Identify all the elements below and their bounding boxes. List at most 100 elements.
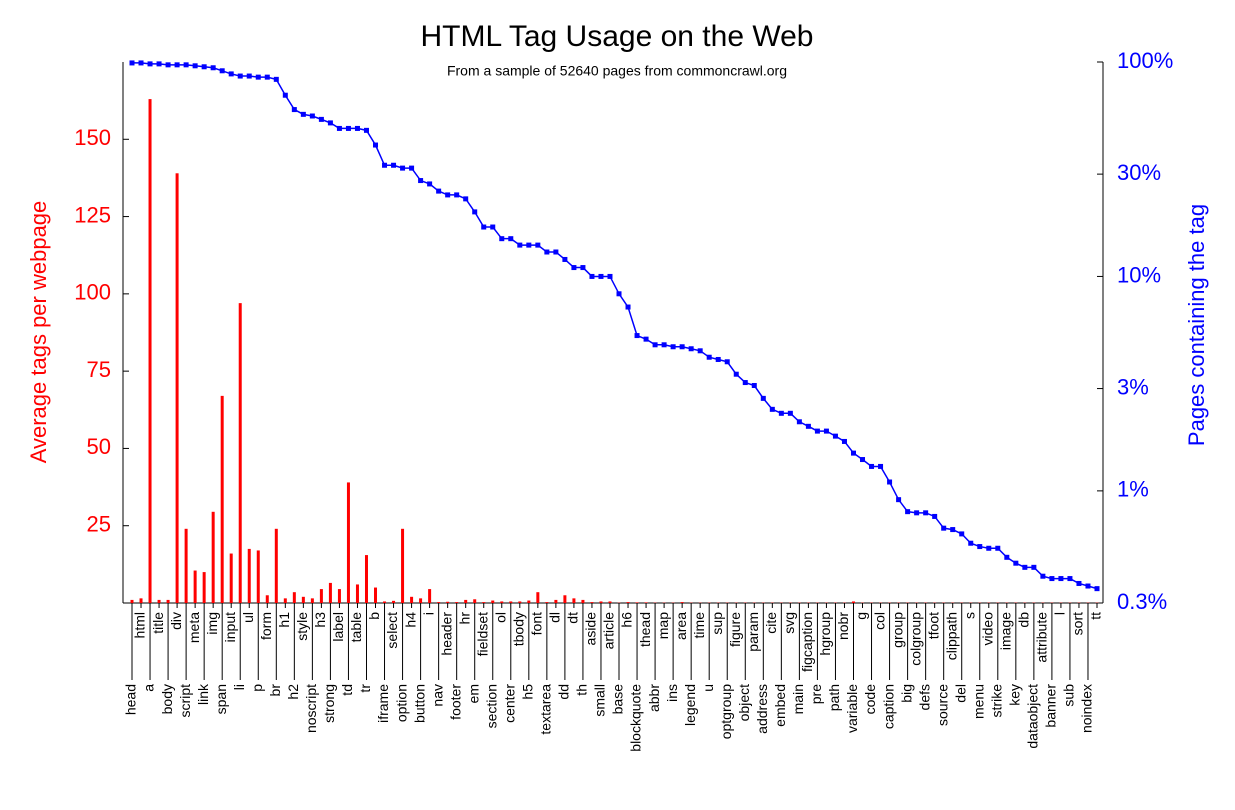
- x-tick-label: font: [529, 612, 545, 635]
- bar: [500, 601, 503, 603]
- line-marker: [1031, 565, 1036, 570]
- y-tick-label: 75: [87, 357, 111, 382]
- bar: [419, 598, 422, 603]
- bar: [636, 602, 639, 603]
- bar: [518, 601, 521, 603]
- x-tick-label: nobr: [835, 612, 851, 640]
- line-marker: [517, 243, 522, 248]
- x-tick-label: pre: [808, 684, 824, 704]
- line-marker: [562, 257, 567, 262]
- bar: [374, 588, 377, 603]
- line-marker: [598, 274, 603, 279]
- line-marker: [139, 60, 144, 65]
- x-tick-label: center: [501, 684, 517, 723]
- x-tick-label: hr: [456, 612, 472, 625]
- bar: [320, 589, 323, 603]
- x-tick-label: div: [168, 612, 184, 630]
- x-tick-label: head: [123, 684, 139, 715]
- x-tick-label: a: [141, 684, 157, 692]
- chart-title: HTML Tag Usage on the Web: [421, 20, 814, 53]
- x-tick-label: blockquote: [628, 684, 644, 752]
- x-tick-label: time: [691, 612, 707, 639]
- line-marker: [824, 429, 829, 434]
- line-marker: [463, 196, 468, 201]
- line-marker: [851, 451, 856, 456]
- x-tick-label: link: [195, 683, 211, 705]
- line-marker: [283, 93, 288, 98]
- line-marker: [698, 348, 703, 353]
- line-marker: [635, 333, 640, 338]
- x-tick-label: img: [204, 612, 220, 635]
- bar: [563, 595, 566, 603]
- x-tick-label: h3: [312, 612, 328, 628]
- bar: [491, 601, 494, 603]
- line-marker: [472, 209, 477, 214]
- x-tick-label: dt: [565, 612, 581, 624]
- line-marker: [815, 429, 820, 434]
- y-tick-label: 25: [87, 512, 111, 537]
- line-marker: [905, 509, 910, 514]
- line-marker: [842, 439, 847, 444]
- x-tick-label: footer: [447, 684, 463, 720]
- x-tick-label: li: [231, 684, 247, 690]
- line-marker: [725, 359, 730, 364]
- bar: [176, 173, 179, 603]
- line-marker: [869, 464, 874, 469]
- x-tick-label: th: [574, 684, 590, 696]
- y2-tick-label: 30%: [1117, 160, 1161, 185]
- line-marker: [436, 189, 441, 194]
- x-tick-label: h4: [402, 612, 418, 628]
- line-marker: [986, 546, 991, 551]
- line-marker: [1022, 565, 1027, 570]
- x-tick-label: optgroup: [718, 684, 734, 739]
- line: [132, 63, 1097, 589]
- x-tick-label: figcaption: [799, 612, 815, 672]
- line-marker: [1095, 586, 1100, 591]
- line-marker: [995, 546, 1000, 551]
- line-marker: [878, 464, 883, 469]
- line-marker: [148, 61, 153, 66]
- x-tick-label: object: [736, 684, 752, 721]
- line-marker: [968, 541, 973, 546]
- line-marker: [626, 305, 631, 310]
- bar: [536, 592, 539, 603]
- bar: [446, 602, 449, 603]
- line-marker: [896, 497, 901, 502]
- bar: [275, 529, 278, 603]
- line-marker: [617, 291, 622, 296]
- x-tick-label: article: [601, 612, 617, 650]
- x-tick-label: key: [1007, 684, 1023, 706]
- line-marker: [292, 107, 297, 112]
- x-tick-label: em: [465, 684, 481, 703]
- x-tick-label: section: [483, 684, 499, 728]
- x-tick-label: video: [979, 612, 995, 646]
- x-tick-label: clippath: [943, 612, 959, 660]
- x-tick-label: embed: [772, 684, 788, 727]
- line-marker: [526, 243, 531, 248]
- x-tick-label: code: [862, 684, 878, 715]
- x-tick-label: caption: [880, 684, 896, 729]
- line-marker: [265, 75, 270, 80]
- x-tick-label: iframe: [375, 684, 391, 723]
- line-marker: [346, 126, 351, 131]
- x-tick-label: u: [700, 684, 716, 692]
- x-tick-label: dataobject: [1025, 684, 1041, 749]
- line-marker: [680, 344, 685, 349]
- x-tick-label: header: [438, 612, 454, 656]
- x-tick-label: script: [177, 684, 193, 718]
- bar: [383, 601, 386, 603]
- x-tick-label: p: [249, 684, 265, 692]
- x-tick-label: tt: [1088, 612, 1104, 620]
- y2-tick-label: 10%: [1117, 262, 1161, 287]
- line-marker: [1040, 574, 1045, 579]
- y2-tick-label: 1%: [1117, 477, 1149, 502]
- line-marker: [653, 342, 658, 347]
- x-tick-label: nav: [429, 684, 445, 707]
- line-marker: [923, 510, 928, 515]
- x-tick-label: hgroup: [817, 612, 833, 656]
- bar: [203, 572, 206, 603]
- line-marker: [247, 74, 252, 79]
- bar: [194, 571, 197, 603]
- line-marker: [220, 68, 225, 73]
